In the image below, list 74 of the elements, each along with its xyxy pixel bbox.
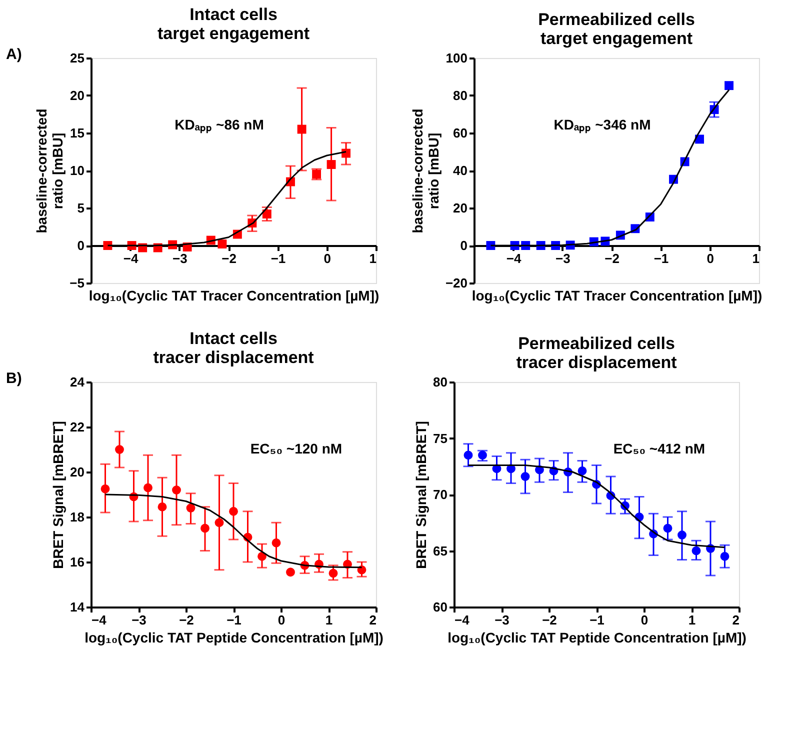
point	[218, 240, 227, 248]
y-tick-label: −5	[70, 276, 84, 290]
y-tick-label: 100	[446, 50, 468, 66]
y-tick-label: 18	[70, 510, 84, 524]
chart-title: Intact cells tracer displacement	[153, 329, 314, 367]
point	[486, 241, 496, 250]
x-tick-label: 1	[752, 251, 760, 266]
y-axis-title: baseline-corrected ratio [mBU]	[34, 108, 66, 234]
y-tick-label: 16	[70, 554, 84, 570]
y-tick-label: 0	[460, 238, 468, 253]
y-tick-label: 40	[453, 163, 468, 178]
x-tick-label: −3	[494, 612, 510, 628]
x-axis-title: log₁₀(Cyclic TAT Peptide Concentration [µM])	[448, 630, 746, 646]
chart-title: Intact cells target engagement	[157, 5, 310, 43]
x-tick-label: −2	[604, 251, 620, 266]
x-tick-label: 0	[706, 251, 714, 266]
annotation: KDₐₚₚ ~346 nM	[554, 116, 651, 134]
x-axis-title: log₁₀(Cyclic TAT Peptide Concentration [µM])	[84, 630, 384, 646]
y-tick-label: 70	[433, 487, 448, 502]
y-tick-label: 65	[433, 543, 448, 558]
x-tick-label: −2	[222, 251, 236, 266]
point	[286, 568, 295, 577]
y-tick-label: 20	[453, 200, 468, 216]
x-tick-label: −2	[542, 612, 557, 628]
y-tick-label: 15	[70, 126, 84, 140]
x-tick-label: 1	[688, 612, 696, 628]
x-tick-label: −1	[226, 612, 242, 628]
y-tick-label: 25	[70, 50, 84, 66]
x-axis-title: log₁₀(Cyclic TAT Tracer Concentration [µM])	[472, 288, 762, 304]
x-tick-label: 1	[369, 251, 376, 266]
y-tick-label: 75	[433, 430, 448, 446]
y-tick-label: 5	[77, 200, 84, 216]
x-tick-label: −1	[270, 251, 286, 266]
x-tick-label: −4	[506, 251, 522, 266]
y-tick-label: 22	[70, 420, 84, 434]
x-tick-label: 0	[324, 251, 331, 266]
point	[103, 241, 112, 250]
x-tick-label: −4	[123, 251, 139, 266]
y-tick-label: 60	[453, 126, 468, 140]
y-axis-title: BRET Signal [mBRET]	[50, 421, 66, 569]
text: A)	[6, 46, 22, 63]
chart-title: Permeabilized cells target engagement	[538, 10, 695, 48]
x-tick-label: 0	[278, 612, 286, 628]
point	[724, 81, 734, 90]
x-tick-label: 0	[640, 612, 648, 628]
y-tick-label: 80	[433, 374, 448, 390]
x-tick-label: 2	[369, 612, 376, 628]
x-tick-label: −2	[179, 612, 194, 628]
y-tick-label: −20	[445, 276, 468, 290]
y-tick-label: 24	[70, 374, 86, 390]
y-tick-label: 80	[453, 88, 468, 103]
annotation: EC₅₀ ~120 nM	[250, 440, 342, 456]
x-tick-label: −4	[92, 612, 108, 628]
y-tick-label: 0	[77, 238, 84, 253]
x-tick-label: 1	[325, 612, 333, 628]
y-tick-label: 20	[70, 464, 84, 480]
x-tick-label: −1	[590, 612, 604, 628]
y-axis-title: baseline-corrected ratio [mBU]	[409, 108, 442, 234]
annotation: EC₅₀ ~412 nM	[613, 440, 706, 456]
y-tick-label: 20	[70, 88, 84, 103]
y-axis-title: BRET Signal [mBRET]	[413, 421, 430, 569]
x-tick-label: −3	[132, 612, 146, 628]
annotation: KDₐₚₚ ~86 nM	[174, 116, 264, 134]
y-tick-label: 10	[70, 163, 84, 178]
y-tick-label: 14	[70, 600, 86, 614]
x-tick-label: −4	[454, 612, 470, 628]
chart-title: Permeabilized cells tracer displacement	[516, 334, 678, 372]
y-tick-label: 60	[433, 600, 448, 614]
x-axis-title: log₁₀(Cyclic TAT Tracer Concentration [µM])	[88, 288, 380, 304]
x-tick-label: −3	[172, 251, 188, 266]
x-tick-label: −3	[556, 251, 570, 266]
x-tick-label: −1	[654, 251, 669, 266]
x-tick-label: 2	[732, 612, 740, 628]
text: B)	[6, 370, 22, 387]
